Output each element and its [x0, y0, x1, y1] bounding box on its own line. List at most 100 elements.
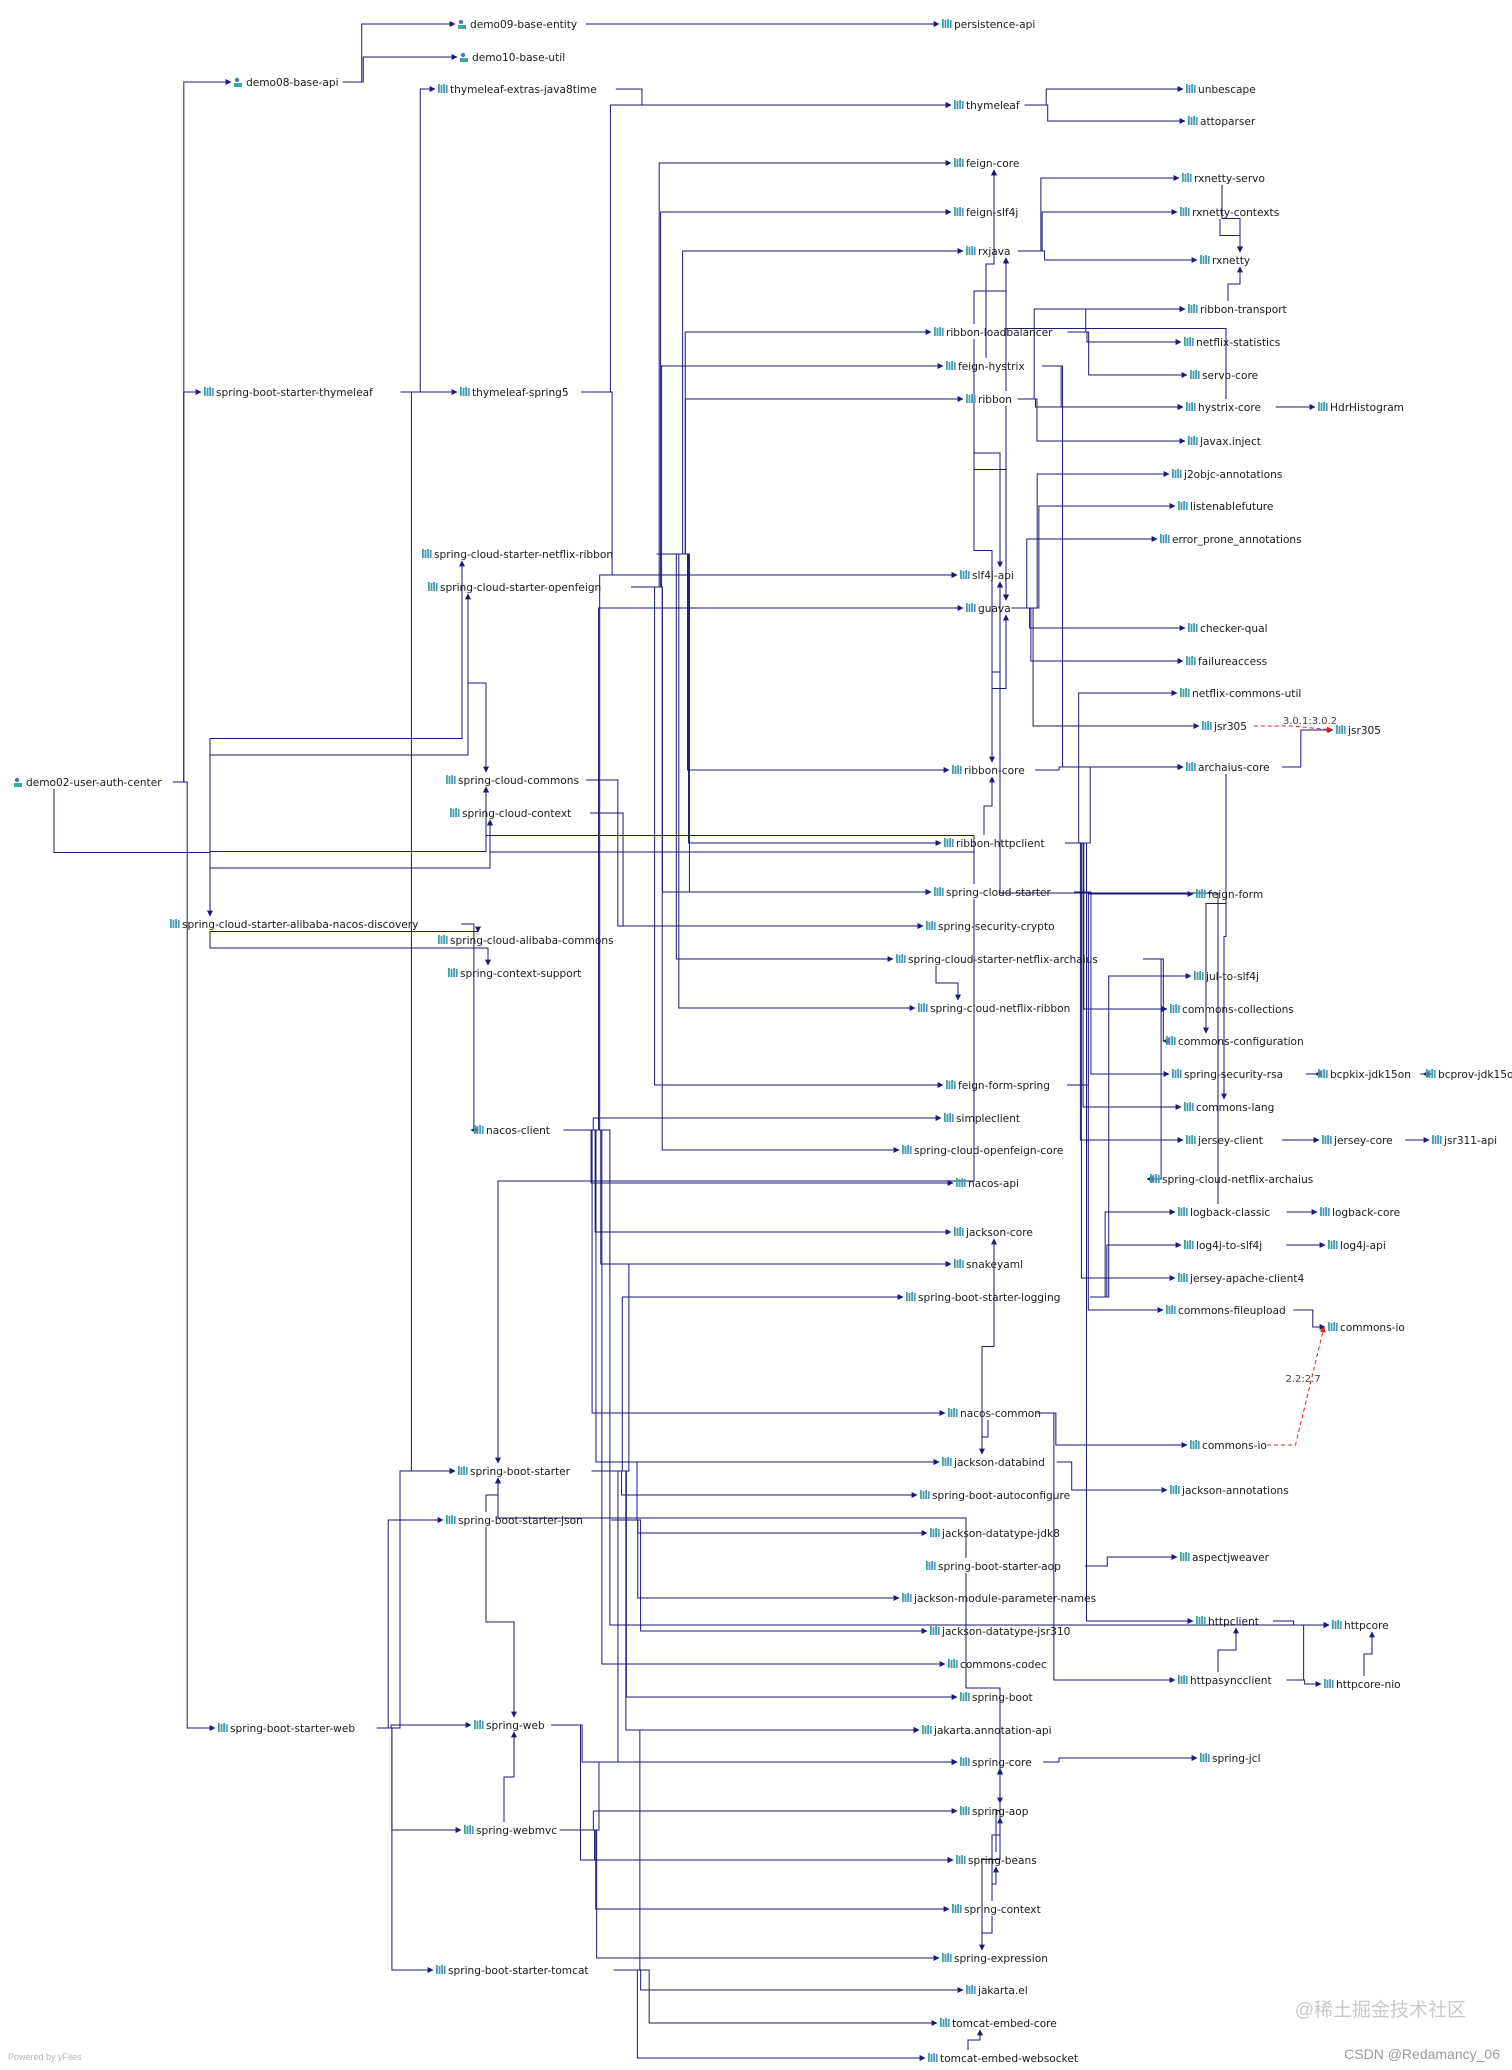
node-commons-lang[interactable]: commons-lang [1184, 1102, 1274, 1114]
node-snakeyaml[interactable]: snakeyaml [954, 1259, 1023, 1271]
node-configuration[interactable]: commons-configuration [1166, 1036, 1304, 1048]
node-jakarta-el[interactable]: jakarta.el [966, 1985, 1028, 1997]
node-archaius[interactable]: archaius-core [1186, 762, 1270, 774]
node-param-names[interactable]: jackson-module-parameter-names [902, 1593, 1096, 1605]
node-fileupload[interactable]: commons-fileupload [1166, 1305, 1286, 1317]
node-jsr311[interactable]: jsr311-api [1432, 1135, 1497, 1147]
node-checker[interactable]: checker-qual [1188, 623, 1268, 635]
node-demo08[interactable]: demo08-base-api [234, 77, 339, 89]
node-ribbon-lb[interactable]: ribbon-loadbalancer [934, 327, 1053, 339]
node-jsr305-b[interactable]: jsr305 [1336, 725, 1381, 737]
node-jsr305-a[interactable]: jsr305 [1202, 721, 1247, 733]
node-jersey-client[interactable]: jersey-client [1186, 1135, 1263, 1147]
node-codec[interactable]: commons-codec [948, 1659, 1047, 1671]
node-jul[interactable]: jul-to-slf4j [1194, 971, 1259, 983]
node-jackson-core[interactable]: jackson-core [954, 1227, 1033, 1239]
node-spring-webmvc[interactable]: spring-webmvc [464, 1825, 557, 1837]
node-sec-rsa[interactable]: spring-security-rsa [1172, 1069, 1283, 1081]
node-j2objc[interactable]: j2objc-annotations [1172, 469, 1282, 481]
node-netflix-stats[interactable]: netflix-statistics [1184, 337, 1280, 349]
node-spring-aop[interactable]: spring-aop [960, 1806, 1029, 1818]
node-nacos-disc[interactable]: spring-cloud-starter-alibaba-nacos-disco… [170, 919, 418, 931]
node-tomcat-ws[interactable]: tomcat-embed-websocket [928, 2053, 1078, 2065]
node-log4j-api[interactable]: log4j-api [1328, 1240, 1386, 1252]
node-sec-crypto[interactable]: spring-security-crypto [926, 921, 1055, 933]
node-servo-core[interactable]: servo-core [1190, 370, 1258, 382]
node-nacos-common[interactable]: nacos-common [948, 1408, 1041, 1420]
node-listenable[interactable]: listenablefuture [1178, 501, 1273, 513]
node-ribbon-http[interactable]: ribbon-httpclient [944, 838, 1045, 850]
node-sbs-tomcat[interactable]: spring-boot-starter-tomcat [436, 1965, 589, 1977]
node-persistence[interactable]: persistence-api [942, 19, 1035, 31]
node-spring-beans[interactable]: spring-beans [956, 1855, 1037, 1867]
node-spring-core[interactable]: spring-core [960, 1757, 1032, 1769]
node-demo10[interactable]: demo10-base-util [460, 52, 565, 64]
node-commons-io-a[interactable]: commons-io [1328, 1322, 1405, 1334]
node-sc-openfeign-core[interactable]: spring-cloud-openfeign-core [902, 1145, 1063, 1157]
node-slf4j-api[interactable]: slf4j-api [960, 570, 1014, 582]
node-nacos-api[interactable]: nacos-api [956, 1178, 1019, 1190]
node-rxnetty[interactable]: rxnetty [1200, 255, 1250, 267]
node-ribbon-transport[interactable]: ribbon-transport [1188, 304, 1287, 316]
node-collections[interactable]: commons-collections [1170, 1004, 1294, 1016]
node-feign-form[interactable]: feign-form [1196, 889, 1263, 901]
node-commons-io-b[interactable]: commons-io [1190, 1440, 1267, 1452]
node-demo09[interactable]: demo09-base-entity [458, 19, 577, 31]
node-sca-commons[interactable]: spring-cloud-alibaba-commons [438, 935, 614, 947]
node-sbs-logging[interactable]: spring-boot-starter-logging [906, 1292, 1060, 1304]
node-sb-autoconf[interactable]: spring-boot-autoconfigure [920, 1490, 1070, 1502]
node-log4j-slf4j[interactable]: log4j-to-slf4j [1184, 1240, 1262, 1252]
node-jakarta-ann[interactable]: jakarta.annotation-api [922, 1725, 1052, 1737]
node-rxjava[interactable]: rxjava [966, 246, 1011, 258]
node-sbs-json[interactable]: spring-boot-starter-json [446, 1515, 583, 1527]
node-error-prone[interactable]: error_prone_annotations [1160, 534, 1302, 546]
node-simpleclient[interactable]: simpleclient [944, 1113, 1020, 1125]
node-nf-commons-util[interactable]: netflix-commons-util [1180, 688, 1301, 700]
node-httpclient[interactable]: httpclient [1196, 1616, 1259, 1628]
node-sc-commons[interactable]: spring-cloud-commons [446, 775, 579, 787]
node-spring-web[interactable]: spring-web [474, 1720, 545, 1732]
node-feign-hystrix[interactable]: feign-hystrix [946, 361, 1025, 373]
node-scn-ribbon[interactable]: spring-cloud-netflix-ribbon [918, 1003, 1070, 1015]
node-scn-archaius[interactable]: spring-cloud-netflix-archaius [1150, 1174, 1313, 1186]
node-hdr[interactable]: HdrHistogram [1318, 402, 1404, 414]
node-jsr310[interactable]: jackson-datatype-jsr310 [930, 1626, 1071, 1638]
node-attoparser[interactable]: attoparser [1188, 116, 1256, 128]
node-javax-inject[interactable]: javax.inject [1188, 436, 1261, 448]
node-jersey-core[interactable]: jersey-core [1322, 1135, 1393, 1147]
node-jackson-ann[interactable]: jackson-annotations [1170, 1485, 1289, 1497]
node-jdk8[interactable]: jackson-datatype-jdk8 [930, 1528, 1060, 1540]
node-rx-servo[interactable]: rxnetty-servo [1182, 173, 1265, 185]
node-ribbon[interactable]: ribbon [966, 394, 1012, 406]
node-hystrix-core[interactable]: hystrix-core [1186, 402, 1261, 414]
node-thy-spring5[interactable]: thymeleaf-spring5 [460, 387, 569, 399]
node-rx-contexts[interactable]: rxnetty-contexts [1180, 207, 1279, 219]
node-scs-openfeign[interactable]: spring-cloud-starter-openfeign [428, 582, 601, 594]
node-sbs-aop[interactable]: spring-boot-starter-aop [926, 1561, 1061, 1573]
node-bcprov[interactable]: bcprov-jdk15on [1426, 1069, 1512, 1081]
node-jersey-apache[interactable]: jersey-apache-client4 [1178, 1273, 1304, 1285]
node-bcpkix[interactable]: bcpkix-jdk15on [1318, 1069, 1411, 1081]
node-thy-java8[interactable]: thymeleaf-extras-java8time [438, 84, 597, 96]
node-sb-starter[interactable]: spring-boot-starter [458, 1466, 571, 1478]
node-logback-core[interactable]: logback-core [1320, 1207, 1400, 1219]
node-logback-classic[interactable]: logback-classic [1178, 1207, 1270, 1219]
node-scs-ribbon[interactable]: spring-cloud-starter-netflix-ribbon [422, 549, 613, 561]
node-aspectj[interactable]: aspectjweaver [1180, 1552, 1270, 1564]
node-httpasync[interactable]: httpasyncclient [1178, 1675, 1272, 1687]
node-sc-context[interactable]: spring-cloud-context [450, 808, 571, 820]
node-sc-starter[interactable]: spring-cloud-starter [934, 887, 1052, 899]
node-nacos-client[interactable]: nacos-client [474, 1125, 550, 1137]
node-httpcore-nio[interactable]: httpcore-nio [1324, 1679, 1401, 1691]
node-tomcat-core[interactable]: tomcat-embed-core [940, 2018, 1057, 2030]
node-feign-slf4j[interactable]: feign-slf4j [954, 207, 1018, 219]
node-ctx-support[interactable]: spring-context-support [448, 968, 581, 980]
node-spring-boot[interactable]: spring-boot [960, 1692, 1033, 1704]
node-failureaccess[interactable]: failureaccess [1186, 656, 1267, 668]
node-sbs-web[interactable]: spring-boot-starter-web [218, 1723, 355, 1735]
node-thymeleaf[interactable]: thymeleaf [954, 100, 1020, 112]
node-guava[interactable]: guava [966, 603, 1011, 615]
node-spring-jcl[interactable]: spring-jcl [1200, 1753, 1261, 1765]
node-spring-expr[interactable]: spring-expression [942, 1953, 1048, 1965]
node-sbs-thymeleaf[interactable]: spring-boot-starter-thymeleaf [204, 387, 373, 399]
